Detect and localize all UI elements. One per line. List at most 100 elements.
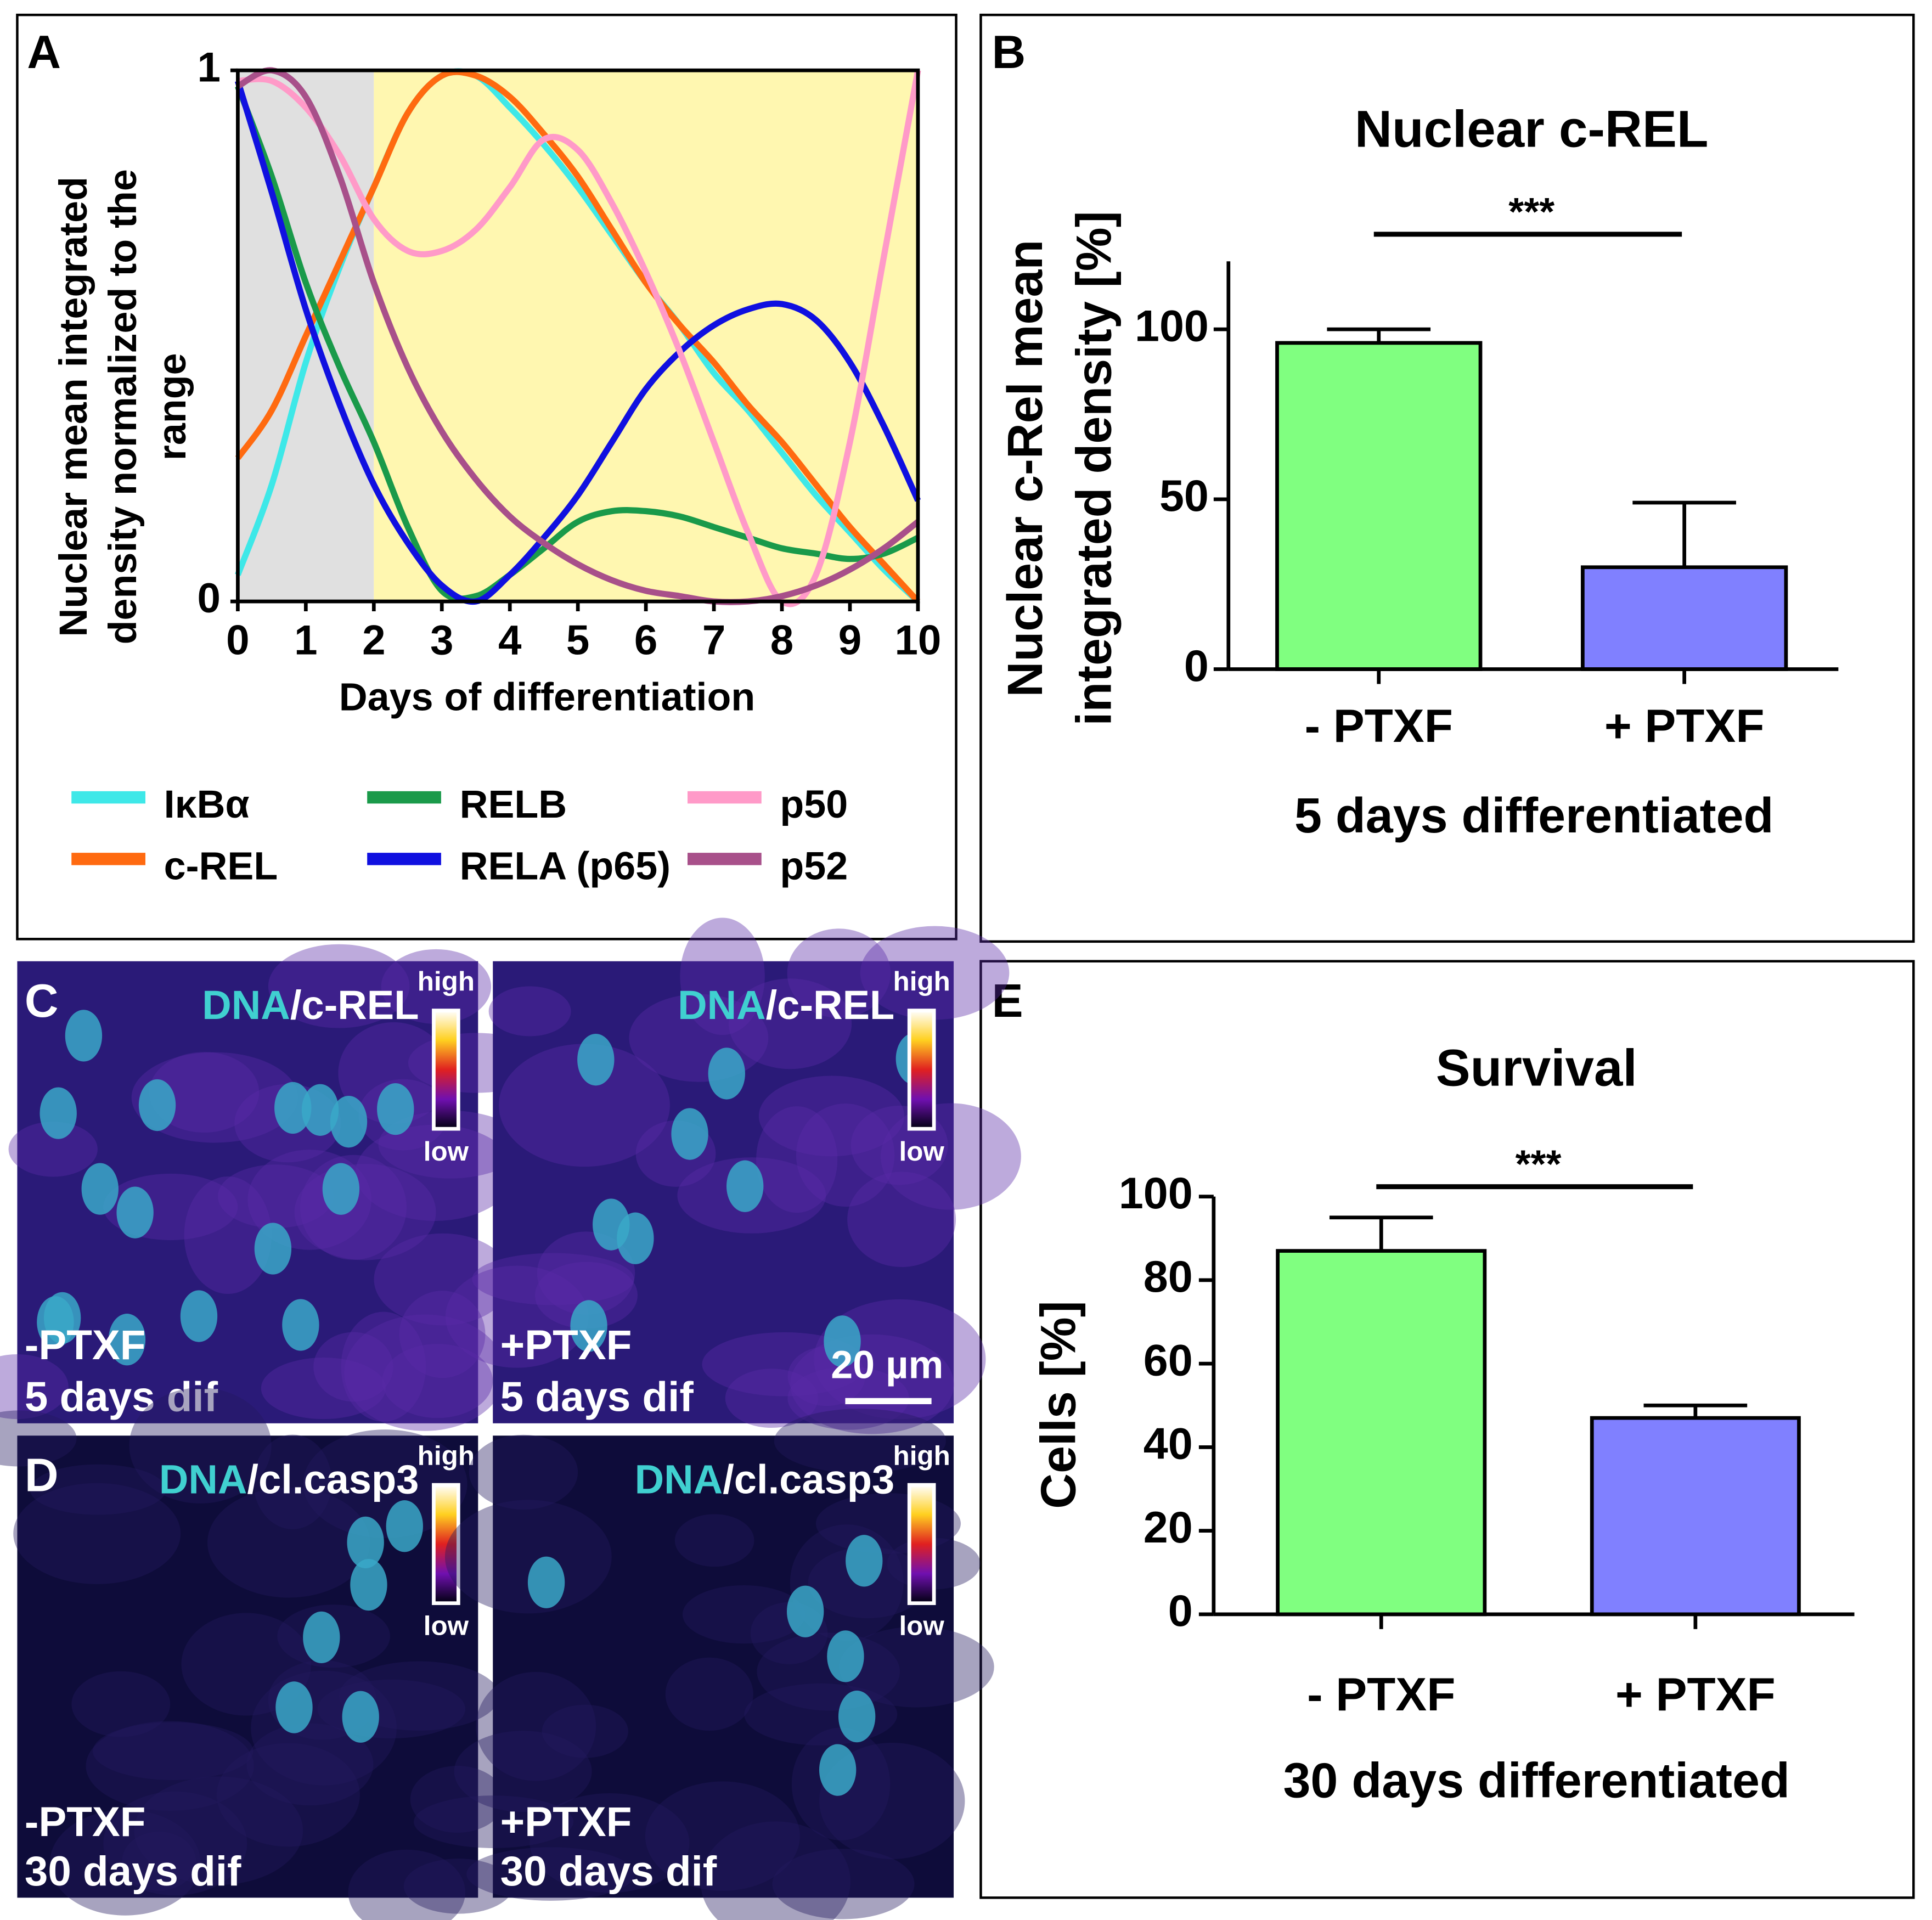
cell-haze (344, 1314, 506, 1431)
stain-marker: /c-REL (290, 982, 419, 1028)
cell-haze (216, 1743, 360, 1847)
nucleus (708, 1048, 745, 1100)
scale-high: high (418, 1441, 475, 1471)
nucleus (274, 1082, 312, 1134)
stain-label: DNA/cl.casp3 (159, 1456, 419, 1502)
nucleus (846, 1535, 883, 1587)
cell-haze (399, 1291, 486, 1378)
scale-low: low (424, 1136, 469, 1167)
stain-marker: /cl.casp3 (247, 1456, 419, 1502)
scale-bar-label: 20 µm (831, 1343, 943, 1387)
x-axis-label: 5 days differentiated (1294, 789, 1773, 843)
cell-haze (49, 1810, 201, 1916)
x-axis-label: 30 days differentiated (1283, 1753, 1789, 1808)
cell-haze (129, 1388, 272, 1504)
legend-label: p52 (780, 844, 848, 888)
cell-haze (355, 1124, 515, 1221)
color-scale (432, 1009, 460, 1131)
legend-label: p50 (780, 782, 848, 826)
data-line (235, 69, 921, 604)
condition-label: -PTXF (25, 1799, 146, 1845)
nucleus (350, 1558, 387, 1611)
cell-haze (680, 917, 765, 1035)
y-tick-label: 60 (1144, 1336, 1193, 1385)
condition-label: +PTXF (500, 1322, 632, 1369)
micrograph (493, 1435, 954, 1898)
cell-haze (382, 1344, 493, 1418)
stain-marker: /cl.casp3 (723, 1456, 894, 1502)
cell-haze (0, 1410, 77, 1467)
bar (1581, 565, 1788, 671)
y-tick-label: 80 (1144, 1252, 1193, 1302)
data-line (238, 70, 921, 607)
cell-haze (313, 1332, 393, 1402)
cell-haze (103, 1791, 247, 1896)
cell-haze (756, 1106, 838, 1213)
plot-frame (236, 68, 920, 604)
nucleus (138, 1079, 176, 1131)
cell-haze (542, 1704, 628, 1758)
x-tick-label: + PTXF (1615, 1669, 1776, 1721)
cell-haze (534, 1262, 638, 1329)
cell-haze (378, 1110, 522, 1179)
nucleus (303, 1611, 340, 1664)
y-axis-label: Cells [%] (1031, 1300, 1086, 1508)
scale-low: low (424, 1611, 469, 1641)
y-axis-label: Nuclear mean integrated (52, 177, 95, 637)
cell-haze (466, 1847, 635, 1901)
nucleus (180, 1290, 218, 1342)
nucleus (108, 1314, 146, 1366)
color-scale (432, 1483, 460, 1606)
nucleus (116, 1186, 154, 1238)
micrograph (493, 961, 954, 1423)
bar (1590, 1416, 1801, 1617)
cell-haze (181, 1613, 312, 1716)
cell-haze (758, 1076, 904, 1157)
cell-haze (860, 926, 1010, 1020)
condition-label: -PTXF (25, 1322, 146, 1369)
cell-haze (86, 1721, 254, 1811)
legend-label: c-REL (164, 844, 278, 888)
x-tick-label: 5 (566, 617, 589, 664)
cell-haze (218, 1164, 334, 1229)
nucleus (671, 1108, 708, 1160)
cell-haze (469, 1434, 578, 1510)
chart-title: Nuclear c-REL (1355, 100, 1709, 158)
y-tick-label: 50 (1159, 471, 1209, 521)
legend-label: RELA (p65) (460, 844, 671, 888)
panel-frame (979, 960, 1915, 1899)
nucleus (827, 1630, 864, 1682)
scale-high: high (418, 966, 475, 996)
nucleus (81, 1163, 119, 1215)
cell-haze (30, 1464, 166, 1515)
time-label: 5 days dif (25, 1373, 218, 1420)
y-tick-label: 100 (1119, 1169, 1193, 1218)
condition-label: +PTXF (500, 1799, 632, 1845)
panel-frame (979, 13, 1915, 943)
panel-letter: A (27, 26, 61, 78)
stain-marker: /c-REL (766, 982, 895, 1028)
cell-haze (488, 986, 571, 1037)
scale-low: low (899, 1611, 945, 1641)
cell-haze (134, 1776, 303, 1885)
x-tick-label: 7 (702, 617, 725, 664)
cell-haze (348, 1849, 465, 1920)
cell-haze (665, 1657, 753, 1731)
cell-haze (674, 1514, 754, 1567)
data-line (235, 85, 920, 602)
x-tick-label: 6 (634, 617, 657, 664)
stain-dna: DNA (202, 982, 290, 1028)
cell-haze (757, 1632, 900, 1711)
scale-high: high (893, 1441, 950, 1471)
significance-label: *** (1516, 1142, 1562, 1186)
cell-haze (530, 1793, 690, 1893)
y-axis-label: range (150, 353, 194, 460)
cell-haze (184, 1176, 272, 1294)
cell-haze (410, 1766, 505, 1833)
stain-label: DNA/c-REL (678, 982, 894, 1028)
data-line (236, 67, 920, 605)
scale-high: high (893, 966, 950, 996)
panel-letter: C (25, 975, 59, 1027)
nucleus (40, 1087, 77, 1139)
x-tick-label: + PTXF (1604, 700, 1765, 752)
